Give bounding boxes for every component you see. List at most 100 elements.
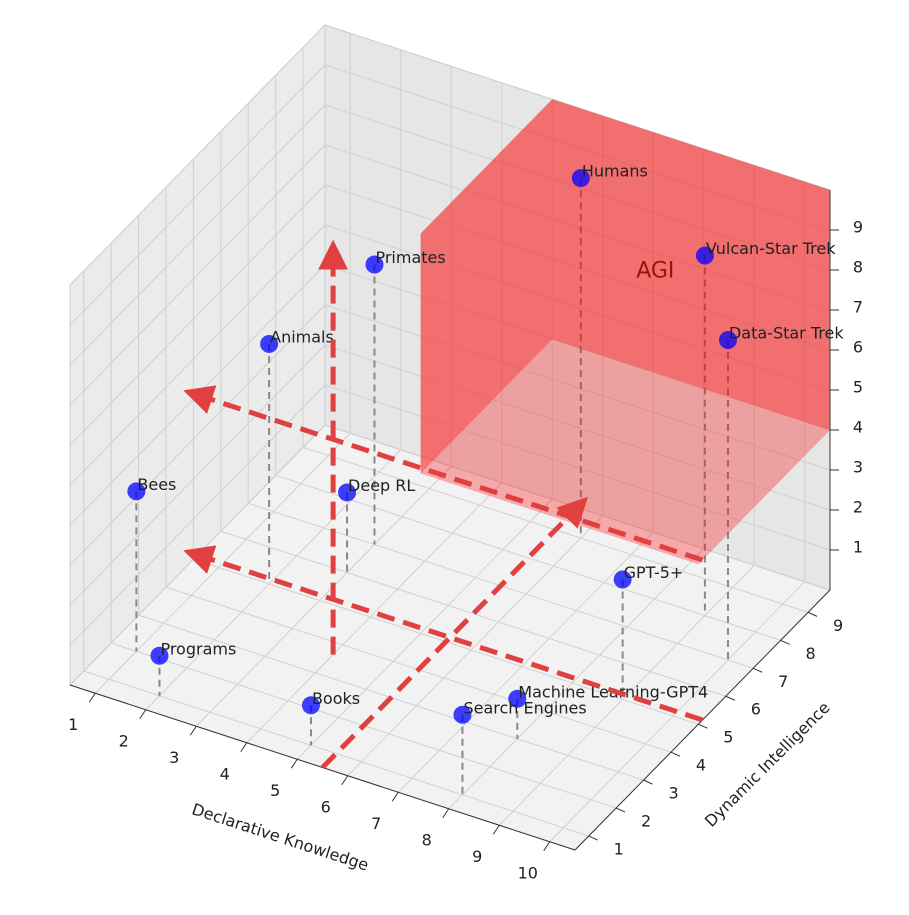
z-tick-label: 6 [853, 338, 863, 357]
region-face [420, 99, 553, 474]
grid-line [83, 670, 589, 837]
point-label: Humans [582, 162, 648, 181]
grid-line [347, 515, 604, 777]
y-tick-label: 9 [833, 616, 843, 635]
z-tick-label: 7 [853, 298, 863, 317]
grid-line [324, 104, 831, 271]
point-label: Bees [137, 475, 176, 494]
y-tick-label: 1 [614, 840, 624, 859]
grid-line [324, 304, 831, 471]
y-tick-label: 2 [641, 812, 651, 831]
x-tick-label: 6 [321, 797, 331, 816]
point [508, 689, 527, 708]
point-label: Deep RL [348, 476, 415, 495]
grid-line [246, 482, 503, 744]
arrow [183, 545, 704, 723]
tick-mark [670, 751, 681, 757]
z-tick-label: 2 [853, 498, 863, 517]
x-tick-label: 3 [169, 748, 179, 767]
tick-mark [588, 835, 598, 841]
grid-line [448, 548, 705, 810]
x-tick-label: 9 [472, 847, 482, 866]
grid-line [94, 432, 351, 694]
grid-line [324, 184, 831, 351]
z-tick-label: 8 [853, 258, 863, 277]
x-tick-label: 7 [371, 814, 381, 833]
tick-mark [139, 709, 147, 720]
tick-mark [341, 775, 349, 786]
point [453, 705, 472, 724]
region-face [420, 99, 830, 325]
region-label: AGI [636, 259, 674, 284]
grid-line [324, 344, 831, 511]
z-tick-label: 4 [853, 418, 863, 437]
grid-line [275, 474, 781, 641]
grid-line [69, 64, 326, 326]
point-label: Programs [160, 639, 236, 658]
y-tick-label: 4 [696, 756, 706, 775]
arrow [320, 496, 589, 770]
y-tick-label: 5 [723, 728, 733, 747]
grid-line [324, 224, 831, 391]
point-label: Animals [270, 327, 334, 346]
grid-line [324, 64, 831, 231]
grid-line [69, 184, 326, 446]
point-label: Books [312, 689, 360, 708]
y-tick-label: 7 [778, 672, 788, 691]
tick-mark [725, 695, 736, 701]
grid-line [69, 384, 326, 646]
point [613, 570, 632, 589]
tick-mark [189, 725, 197, 736]
point [695, 246, 714, 265]
z-tick-label: 9 [853, 218, 863, 237]
grid-line [69, 224, 326, 486]
point-label: Search Engines [463, 698, 586, 717]
point [260, 334, 279, 353]
grid-line [397, 531, 654, 793]
x-tick-label: 4 [220, 764, 230, 783]
x-tick-label: 5 [270, 781, 280, 800]
grid-line [324, 384, 831, 551]
point-label: GPT-5+ [624, 563, 684, 582]
grid-line [220, 530, 726, 697]
point [718, 331, 737, 350]
region-face [552, 99, 830, 430]
arrow [183, 385, 704, 563]
x-tick-label: 8 [422, 830, 432, 849]
tick-mark [290, 758, 298, 769]
tick-mark [492, 824, 500, 835]
grid-line [296, 498, 553, 760]
point-label: Vulcan-Star Trek [706, 239, 836, 258]
tick-mark [391, 791, 399, 802]
tick-mark [543, 841, 551, 852]
z-tick-label: 5 [853, 378, 863, 397]
grid-line [69, 104, 326, 366]
grid-line [498, 564, 755, 826]
point [150, 646, 169, 665]
tick-mark [88, 692, 96, 703]
tick-mark [780, 639, 790, 645]
x-tick-label: 1 [68, 715, 78, 734]
y-tick-label: 3 [668, 784, 678, 803]
x-tick-label: 2 [119, 731, 129, 750]
grid-line [195, 465, 452, 727]
tick-mark [240, 742, 248, 753]
z-tick-label: 3 [853, 458, 863, 477]
grid-line [549, 581, 806, 843]
grid-line [324, 144, 831, 311]
point [127, 482, 146, 501]
grid-line [69, 144, 326, 406]
point-label: Data-Star Trek [729, 324, 844, 343]
grid-line [324, 264, 831, 431]
point [365, 255, 384, 274]
point [571, 169, 590, 188]
point [338, 483, 357, 502]
x-tick-label: 10 [518, 863, 538, 882]
point [301, 696, 320, 715]
y-axis-label: Dynamic Intelligence [701, 698, 834, 831]
z-tick-label: 1 [853, 538, 863, 557]
tick-mark [807, 611, 818, 617]
grid-line [69, 344, 326, 606]
y-tick-label: 6 [751, 700, 761, 719]
